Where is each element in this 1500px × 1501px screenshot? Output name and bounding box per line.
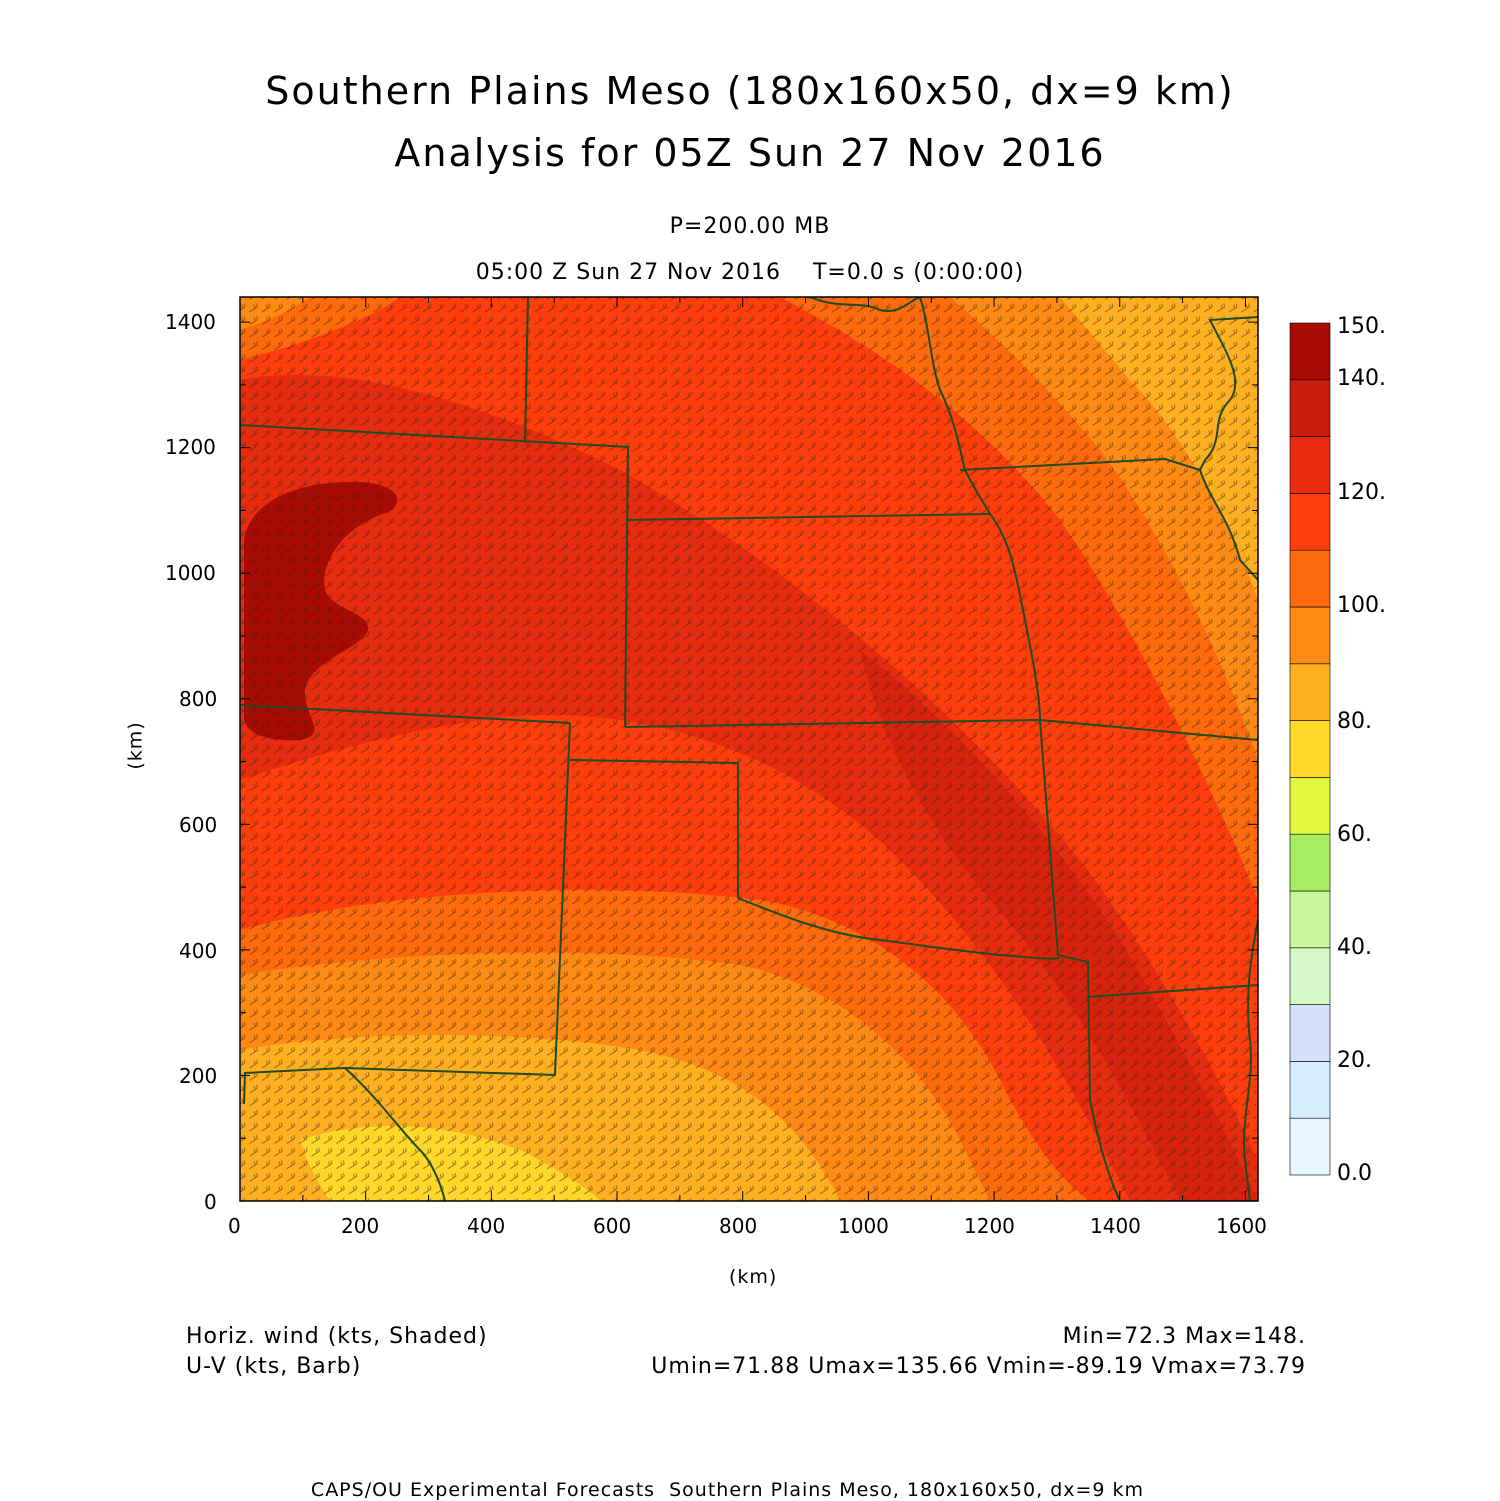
wind-barbs xyxy=(240,297,1258,1201)
y-tick-1200: 1200 xyxy=(165,435,216,459)
field-min-max: Min=72.3 Max=148. xyxy=(1062,1324,1306,1349)
y-tick-200: 200 xyxy=(179,1064,218,1088)
x-tick-200: 200 xyxy=(341,1214,380,1238)
x-tick-800: 800 xyxy=(719,1214,758,1238)
colorbar-swatch xyxy=(1289,720,1331,778)
colorbar-swatch xyxy=(1289,549,1331,608)
axis-ticks xyxy=(239,297,1258,1202)
y-tick-400: 400 xyxy=(179,939,218,963)
colorbar-label-60: 60. xyxy=(1337,822,1372,847)
x-tick-1200: 1200 xyxy=(964,1214,1015,1238)
x-tick-1400: 1400 xyxy=(1090,1214,1141,1238)
colorbar-swatch xyxy=(1289,379,1331,437)
x-axis-label: (km) xyxy=(729,1266,778,1288)
colorbar-label-120: 120. xyxy=(1337,480,1386,505)
colorbar-label-40: 40. xyxy=(1337,935,1372,960)
y-tick-800: 800 xyxy=(179,687,218,711)
colorbar-label-150: 150. xyxy=(1337,314,1386,339)
title-line-2: Analysis for 05Z Sun 27 Nov 2016 xyxy=(394,131,1106,175)
colorbar-swatch xyxy=(1289,606,1331,665)
state-boundaries xyxy=(240,297,1258,1201)
colorbar-label-100: 100. xyxy=(1337,593,1386,618)
colorbar-swatch xyxy=(1289,833,1331,892)
uv-min-max: Umin=71.88 Umax=135.66 Vmin=-89.19 Vmax=… xyxy=(651,1354,1306,1379)
colorbar xyxy=(1289,322,1331,1176)
x-tick-1000: 1000 xyxy=(838,1214,889,1238)
y-tick-0: 0 xyxy=(204,1190,217,1214)
colorbar-swatch xyxy=(1289,663,1331,721)
pressure-level: P=200.00 MB xyxy=(669,214,831,239)
colorbar-swatch xyxy=(1289,1004,1331,1062)
colorbar-label-0: 0.0 xyxy=(1337,1161,1372,1186)
colorbar-swatch xyxy=(1289,493,1331,551)
y-tick-600: 600 xyxy=(179,813,218,837)
x-tick-400: 400 xyxy=(467,1214,506,1238)
colorbar-swatch xyxy=(1289,947,1331,1005)
colorbar-label-20: 20. xyxy=(1337,1048,1372,1073)
y-tick-1000: 1000 xyxy=(165,561,216,585)
colorbar-label-140: 140. xyxy=(1337,366,1386,391)
y-tick-1400: 1400 xyxy=(165,310,216,334)
colorbar-swatch xyxy=(1289,436,1331,494)
colorbar-swatch xyxy=(1289,890,1331,949)
colorbar-swatch xyxy=(1289,777,1331,835)
x-tick-600: 600 xyxy=(593,1214,632,1238)
x-tick-0: 0 xyxy=(228,1214,241,1238)
colorbar-swatch xyxy=(1289,1117,1331,1176)
title-line-1: Southern Plains Meso (180x160x50, dx=9 k… xyxy=(265,69,1235,113)
colorbar-swatch xyxy=(1289,1061,1331,1119)
legend-barb-field: U-V (kts, Barb) xyxy=(186,1354,362,1379)
plot-frame xyxy=(239,296,1259,1202)
footer-credit: CAPS/OU Experimental Forecasts Southern … xyxy=(310,1479,1145,1501)
colorbar-label-80: 80. xyxy=(1337,709,1372,734)
x-tick-1600: 1600 xyxy=(1216,1214,1267,1238)
y-axis-label: (km) xyxy=(124,721,147,770)
valid-time: 05:00 Z Sun 27 Nov 2016 T=0.0 s (0:00:00… xyxy=(475,260,1025,285)
legend-shaded-field: Horiz. wind (kts, Shaded) xyxy=(186,1324,488,1349)
colorbar-swatch xyxy=(1289,322,1331,381)
